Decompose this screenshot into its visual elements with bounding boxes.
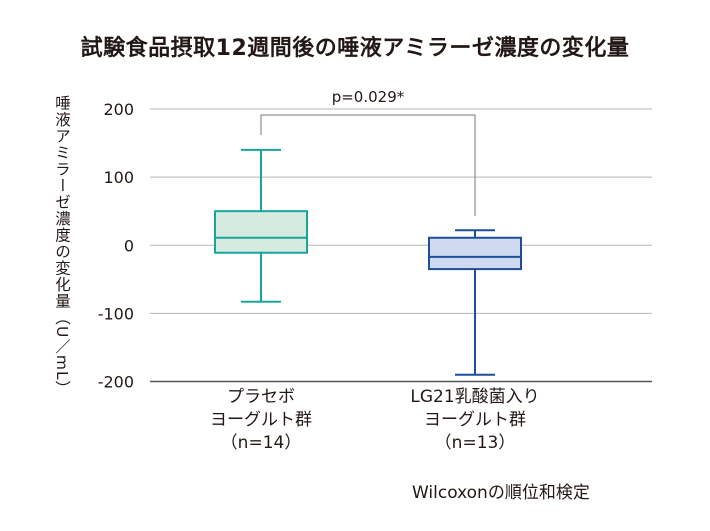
x-category-0: プラセボ ヨーグルト群 （n=14）: [151, 386, 371, 455]
x-category-1-line: （n=13）: [434, 433, 516, 453]
x-category-1-line: ヨーグルト群: [424, 410, 526, 430]
box: [428, 236, 522, 271]
x-category-1: LG21乳酸菌入り ヨーグルト群 （n=13）: [365, 386, 585, 455]
y-tick-label: -200: [98, 373, 134, 392]
y-axis-label: 唾液アミラーゼ濃度の変化量（U／mL）: [53, 95, 71, 398]
chart-title: 試験食品摂取12週間後の唾液アミラーゼ濃度の変化量: [80, 36, 630, 61]
y-tick-label: 0: [124, 236, 134, 255]
x-category-1-line: LG21乳酸菌入り: [410, 387, 540, 407]
y-tick-label: 100: [103, 168, 134, 187]
p-value-label: p=0.029*: [332, 88, 405, 106]
y-tick-label: -100: [98, 304, 134, 323]
x-category-0-line: プラセボ: [227, 387, 295, 407]
x-category-0-line: （n=14）: [220, 433, 302, 453]
test-note: Wilcoxonの順位和検定: [412, 483, 590, 503]
box: [214, 210, 308, 254]
y-tick-label: 200: [103, 100, 134, 119]
x-category-0-line: ヨーグルト群: [210, 410, 312, 430]
significance-bracket: [260, 114, 476, 216]
